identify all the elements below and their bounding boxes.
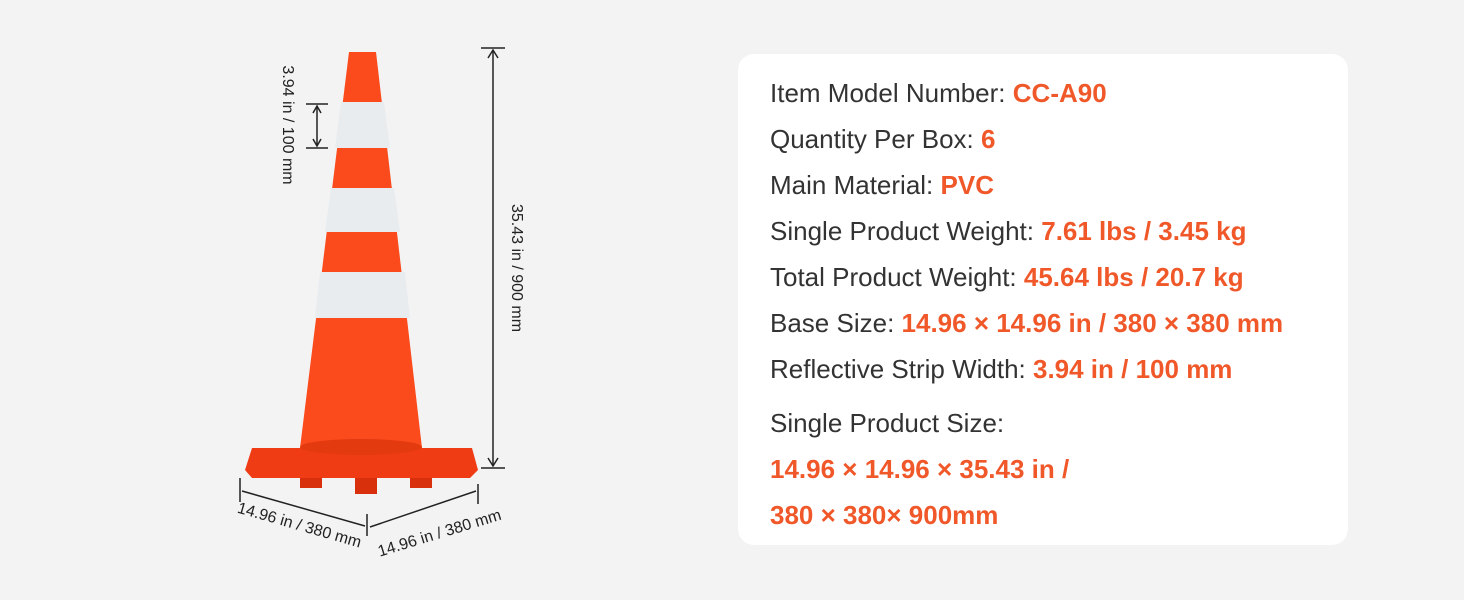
spec-value: 45.64 lbs / 20.7 kg	[1023, 262, 1244, 292]
spec-row: Single Product Weight: 7.61 lbs / 3.45 k…	[770, 216, 1246, 246]
spec-label: Item Model Number:	[770, 78, 1006, 108]
spec-value: 7.61 lbs / 3.45 kg	[1041, 216, 1247, 246]
spec-row: Single Product Size:	[770, 408, 1004, 438]
spec-value: CC-A90	[1012, 78, 1107, 108]
reflective-strip	[315, 272, 410, 318]
spec-label: Quantity Per Box:	[770, 124, 974, 154]
cone-foot	[300, 478, 322, 488]
spec-label: Single Product Size:	[770, 408, 1005, 438]
spec-value: 6	[981, 124, 996, 154]
height-label: 35.43 in / 900 mm	[508, 204, 525, 332]
cone-illustration: 35.43 in / 900 mm 3.94 in / 100 mm 14.96…	[235, 47, 525, 561]
spec-row: Reflective Strip Width: 3.94 in / 100 mm	[770, 354, 1232, 384]
spec-row: 380 × 380× 900mm	[770, 500, 998, 530]
cone-rim	[300, 439, 422, 455]
spec-label: Base Size:	[770, 308, 895, 338]
spec-value: 14.96 × 14.96 × 35.43 in /	[770, 454, 1070, 484]
spec-value: PVC	[940, 170, 994, 200]
spec-label: Main Material:	[770, 170, 934, 200]
spec-value: 14.96 × 14.96 in / 380 × 380 mm	[901, 308, 1284, 338]
height-dimension	[481, 47, 505, 469]
spec-value: 380 × 380× 900mm	[770, 500, 999, 530]
spec-row: Quantity Per Box: 6	[770, 124, 995, 154]
cone-body	[300, 52, 422, 448]
reflective-strip	[325, 188, 400, 232]
strip-label: 3.94 in / 100 mm	[279, 65, 296, 184]
cone-base	[245, 448, 478, 478]
spec-value: 3.94 in / 100 mm	[1032, 354, 1233, 384]
spec-row: Item Model Number: CC-A90	[770, 78, 1107, 108]
cone-foot	[355, 478, 377, 494]
spec-card: 14.96 × 14.96 × 35.43 in / 380 × 380× 90…	[738, 54, 1348, 545]
spec-row: 14.96 × 14.96 × 35.43 in /	[770, 454, 1069, 484]
spec-label: Reflective Strip Width:	[770, 354, 1026, 384]
spec-row: Main Material: PVC	[770, 170, 994, 200]
base-dimension	[239, 478, 479, 536]
base-depth-label: 14.96 in / 380 mm	[376, 507, 503, 561]
spec-label: Total Product Weight:	[770, 262, 1017, 292]
strip-dimension	[306, 103, 328, 149]
spec-label: Single Product Weight:	[770, 216, 1034, 246]
reflective-strip	[335, 102, 390, 148]
spec-row: Total Product Weight: 45.64 lbs / 20.7 k…	[770, 262, 1244, 292]
spec-row: Base Size: 14.96 × 14.96 in / 380 × 380 …	[770, 308, 1283, 338]
cone-foot	[410, 478, 432, 488]
